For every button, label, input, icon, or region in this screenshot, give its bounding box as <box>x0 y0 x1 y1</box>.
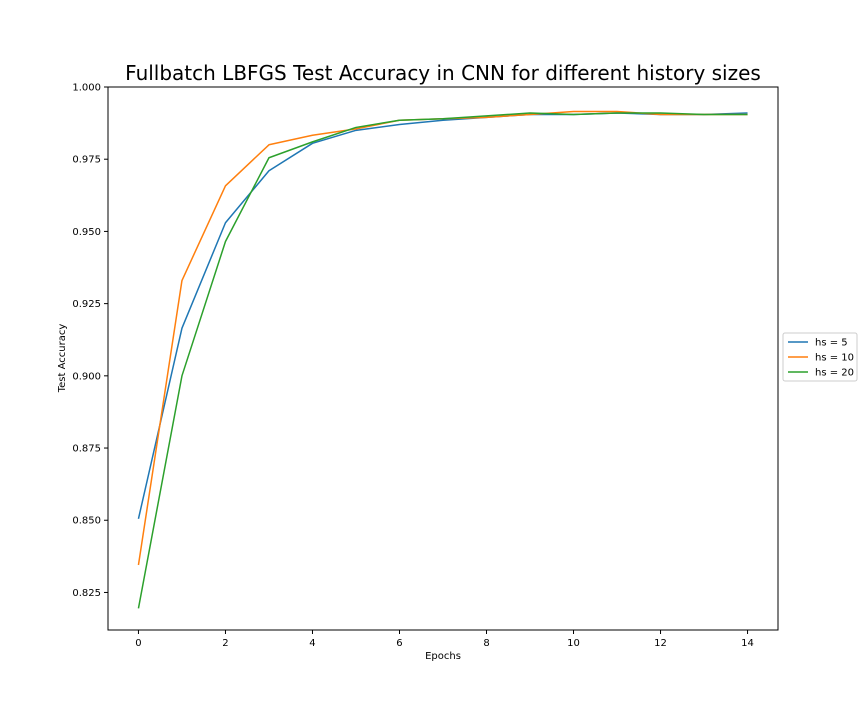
y-tick-label: 1.000 <box>72 83 101 94</box>
series-lines <box>137 110 748 609</box>
y-tick-label: 0.900 <box>72 371 101 382</box>
y-tick-label: 0.925 <box>72 299 101 310</box>
legend-label-1: hs = 5 <box>815 338 848 349</box>
x-axis: 0 2 4 6 8 10 12 14 <box>135 630 754 649</box>
x-tick-label: 8 <box>483 638 489 649</box>
x-tick-label: 0 <box>135 638 141 649</box>
series-line-2 <box>137 110 748 566</box>
x-tick-label: 10 <box>567 638 580 649</box>
x-tick-label: 12 <box>654 638 667 649</box>
x-tick-label: 4 <box>309 638 315 649</box>
x-tick-label: 2 <box>222 638 228 649</box>
y-tick-label: 0.875 <box>72 444 101 455</box>
series-line-3 <box>137 112 748 609</box>
x-tick-label: 6 <box>396 638 402 649</box>
series-line-1 <box>137 112 748 519</box>
legend: hs = 5 hs = 10 hs = 20 <box>782 332 858 382</box>
plot-area-frame <box>107 86 779 631</box>
legend-box <box>782 332 858 382</box>
legend-label-3: hs = 20 <box>815 368 854 379</box>
y-tick-label: 0.850 <box>72 516 101 527</box>
y-tick-label: 0.825 <box>72 588 101 599</box>
y-axis-label: Test Accuracy <box>57 324 68 394</box>
x-axis-label: Epochs <box>425 651 461 662</box>
chart-title: Fullbatch LBFGS Test Accuracy in CNN for… <box>125 61 761 85</box>
legend-label-2: hs = 10 <box>815 353 854 364</box>
y-tick-label: 0.975 <box>72 155 101 166</box>
x-tick-label: 14 <box>741 638 754 649</box>
y-axis: 0.825 0.850 0.875 0.900 0.925 0.950 0.975 1.000 <box>72 83 108 599</box>
y-tick-label: 0.950 <box>72 227 101 238</box>
